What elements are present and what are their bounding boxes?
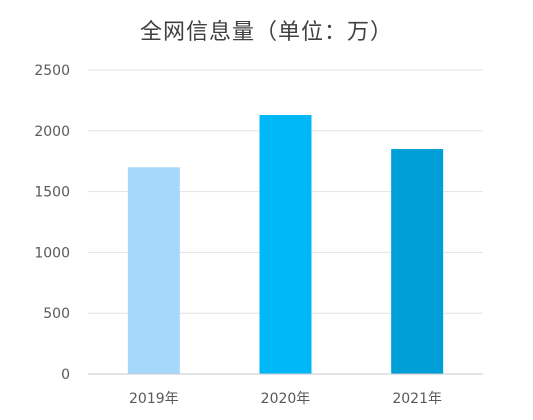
x-tick-label: 2021年 xyxy=(392,391,442,407)
y-tick-label: 1500 xyxy=(34,185,70,201)
chart-title: 全网信息量（单位：万） xyxy=(139,20,393,45)
x-tick-label: 2019年 xyxy=(129,391,179,407)
bar-2021年 xyxy=(391,149,444,374)
bar-2019年 xyxy=(127,167,180,374)
y-tick-label: 1000 xyxy=(34,245,70,261)
y-tick-label: 500 xyxy=(43,306,70,322)
bar-2020年 xyxy=(259,114,312,374)
y-tick-label: 0 xyxy=(61,367,70,383)
y-tick-label: 2500 xyxy=(34,63,70,79)
y-tick-label: 2000 xyxy=(34,124,70,140)
x-tick-label: 2020年 xyxy=(261,391,311,407)
